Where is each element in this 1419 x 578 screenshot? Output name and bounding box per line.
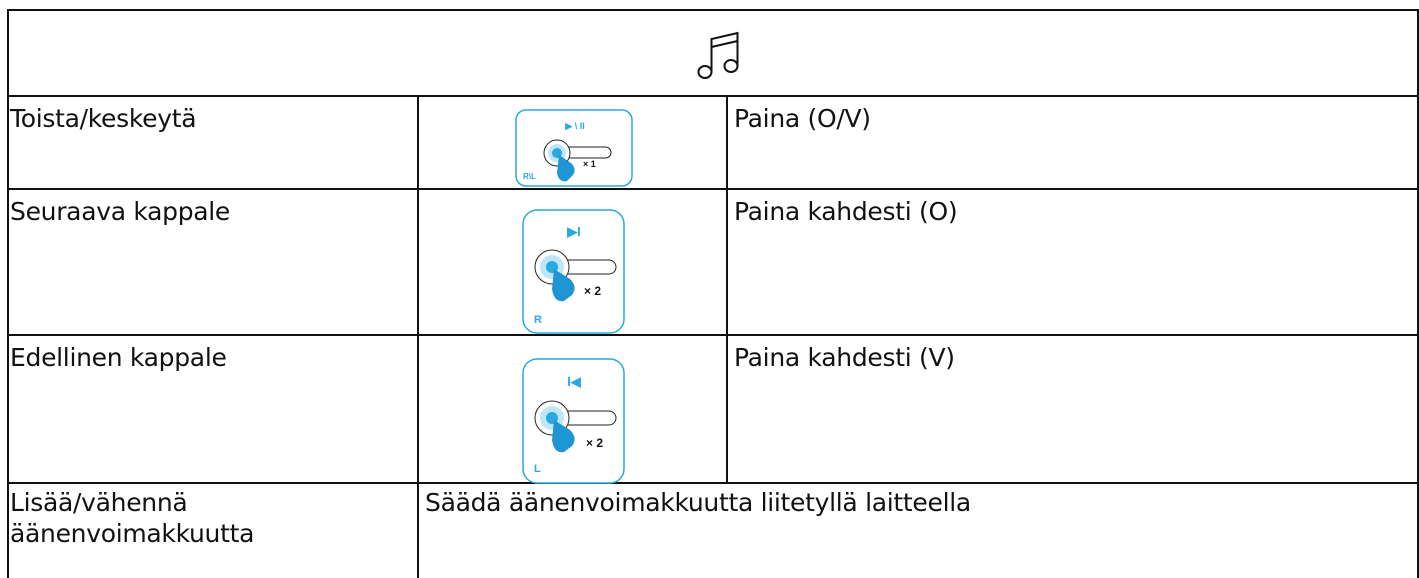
action-label: Toista/keskeytä (10, 104, 197, 133)
icon-symbol: ▶I (566, 224, 581, 239)
music-icon (697, 31, 739, 79)
icon-count: × 1 (583, 159, 596, 169)
icon-count: × 2 (584, 284, 601, 298)
instruction: Paina kahdesti (O) (734, 197, 958, 226)
rule (8, 9, 1419, 11)
instruction: Säädä äänenvoimakkuutta liitetyllä laitt… (425, 488, 971, 517)
gesture-icon: ▶ \ II × 1 R\L (515, 109, 633, 187)
rule (8, 334, 1419, 336)
gesture-icon: ▶I × 2 R (522, 209, 625, 334)
instruction: Paina kahdesti (V) (734, 343, 955, 372)
icon-symbol: I◀ (567, 374, 582, 389)
instruction: Paina (O/V) (734, 104, 871, 133)
rule (8, 95, 1419, 97)
icon-side: L (534, 463, 541, 475)
rule (8, 188, 1419, 190)
action-label: Lisää/vähennä äänenvoimakkuutta (10, 488, 255, 548)
rule (7, 9, 9, 578)
icon-symbol: ▶ \ II (564, 121, 584, 131)
action-label: Edellinen kappale (10, 343, 227, 372)
action-label: Seuraava kappale (10, 197, 231, 226)
gesture-icon: I◀ × 2 L (522, 358, 625, 484)
rule (726, 95, 728, 484)
icon-count: × 2 (586, 436, 603, 450)
icon-side: R (534, 314, 542, 326)
icon-side: R\L (523, 172, 536, 181)
rule (8, 482, 1419, 484)
rule (1417, 9, 1419, 578)
rule (417, 95, 419, 578)
